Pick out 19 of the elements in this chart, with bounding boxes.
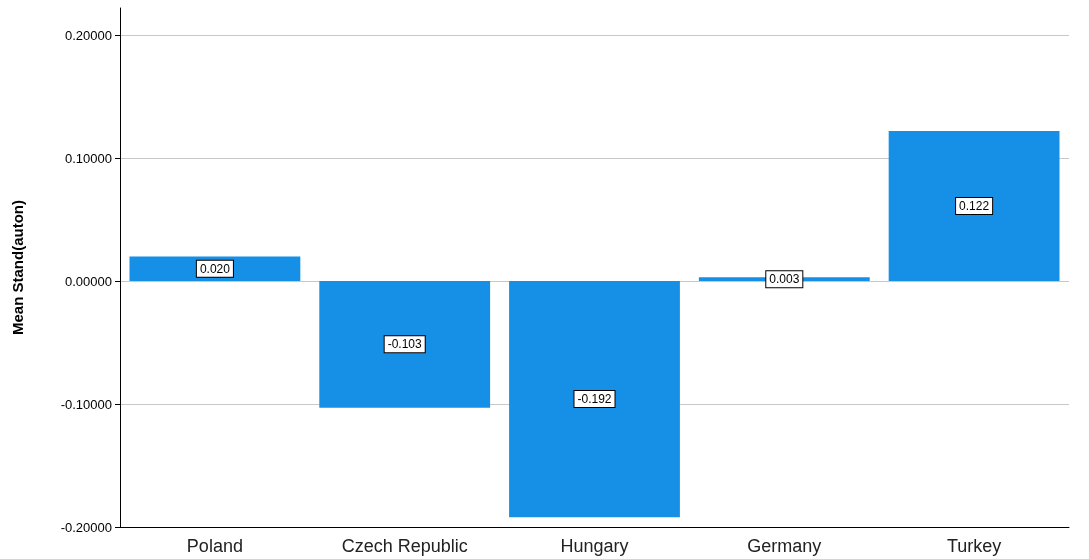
x-tick-label: Germany [747, 536, 822, 556]
y-tick-label: 0.00000 [65, 273, 112, 289]
x-tick-label: Czech Republic [341, 536, 468, 556]
x-tick-label: Poland [186, 536, 243, 556]
bar [509, 281, 680, 518]
data-label: -0.192 [577, 392, 612, 407]
x-tick-label: Turkey [946, 536, 1002, 556]
y-tick-label: 0.10000 [65, 150, 112, 166]
y-tick-label: -0.10000 [60, 396, 112, 412]
bar [319, 281, 491, 408]
bar [888, 130, 1060, 282]
x-tick-label: Hungary [560, 536, 629, 556]
data-label: 0.122 [959, 199, 990, 214]
data-label: 0.020 [199, 261, 231, 276]
y-tick-label: -0.20000 [60, 519, 112, 535]
y-tick-label: 0.20000 [65, 27, 112, 43]
data-label: -0.103 [387, 337, 423, 352]
data-label: 0.003 [769, 272, 800, 287]
y-axis-title: Mean Stand(auton) [9, 200, 26, 335]
